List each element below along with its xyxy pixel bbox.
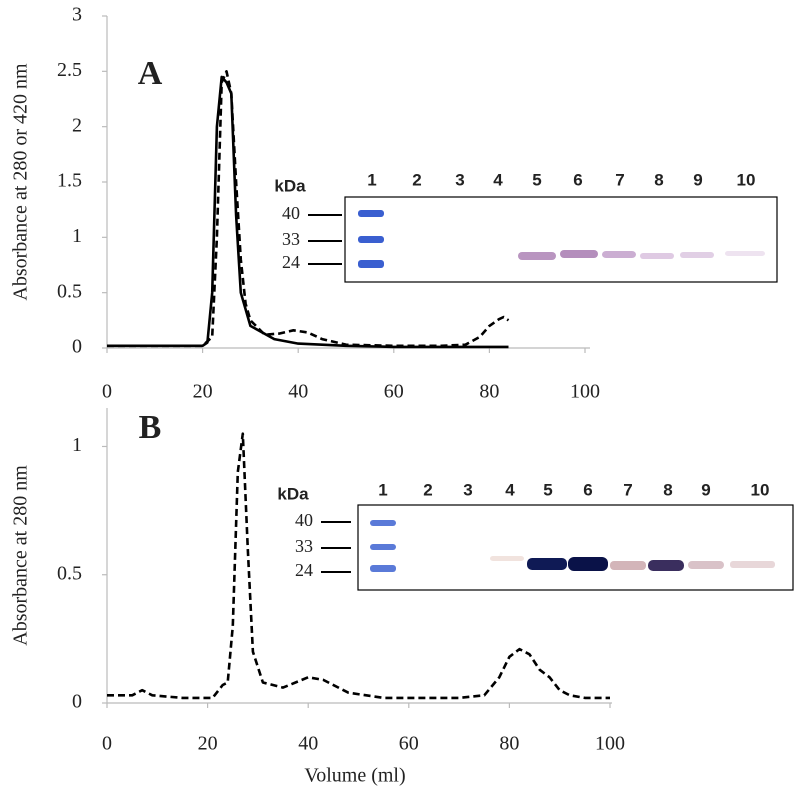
x-tick-label: 80 (479, 381, 499, 403)
x-tick-label: 60 (384, 381, 404, 403)
panel-label: B (139, 409, 162, 446)
gel-marker-label: 40 (282, 203, 300, 223)
x-tick-label: 40 (288, 381, 308, 403)
y-tick-label: 1.5 (57, 170, 82, 192)
gel-marker-label: 40 (295, 510, 313, 530)
data-line (107, 432, 610, 700)
x-tick-label: 20 (198, 733, 218, 755)
x-tick-label: 100 (595, 733, 625, 755)
y-axis-title: Absorbance at 280 nm (10, 465, 32, 646)
x-tick-label: 80 (499, 733, 519, 755)
panel-label: A (138, 55, 163, 92)
y-tick-label: 1 (72, 225, 82, 247)
gel-lane-label: 1 (378, 480, 387, 499)
gel-lane-label: 8 (663, 480, 672, 499)
data-line (107, 70, 510, 348)
gel-lane-label: 7 (615, 170, 624, 189)
x-axis-title: Volume (ml) (304, 765, 405, 787)
gel-lane-label: 6 (573, 170, 582, 189)
x-tick-label: 40 (298, 733, 318, 755)
y-tick-label: 3 (72, 4, 82, 26)
gel-lane-label: 3 (463, 480, 472, 499)
x-tick-label: 0 (102, 733, 112, 755)
gel-lane-label: 10 (737, 170, 756, 189)
gel-lane-label: 1 (367, 170, 376, 189)
gel-unit-label: kDa (274, 176, 306, 195)
gel-lane-label: 10 (751, 480, 770, 499)
y-tick-label: 2.5 (57, 59, 82, 81)
x-tick-label: 20 (193, 381, 213, 403)
gel-lane-label: 8 (654, 170, 663, 189)
gel-lane-label: 4 (493, 170, 503, 189)
x-tick-label: 0 (102, 381, 112, 403)
gel-lane-label: 5 (532, 170, 541, 189)
gel-lane-label: 6 (583, 480, 592, 499)
y-tick-label: 0.5 (57, 280, 82, 302)
y-tick-label: 1 (72, 434, 82, 456)
gel-marker-label: 24 (282, 252, 300, 272)
y-tick-label: 2 (72, 114, 82, 136)
gel-marker-label: 33 (282, 229, 300, 249)
y-tick-label: 0 (72, 336, 82, 358)
gel-marker-label: 24 (295, 560, 313, 580)
gel-lane-label: 2 (423, 480, 432, 499)
gel-lane-label: 5 (543, 480, 552, 499)
y-tick-label: 0 (72, 691, 82, 713)
gel-image (308, 196, 778, 283)
gel-unit-label: kDa (277, 484, 309, 503)
y-axis-title: Absorbance at 280 or 420 nm (10, 63, 32, 301)
gel-lane-label: 9 (701, 480, 710, 499)
gel-marker-label: 33 (295, 536, 313, 556)
gel-image (321, 504, 794, 591)
gel-lane-label: 4 (505, 480, 515, 499)
y-tick-label: 0.5 (57, 562, 82, 584)
gel-lane-label: 2 (412, 170, 421, 189)
x-tick-label: 100 (570, 381, 600, 403)
gel-lane-label: 9 (693, 170, 702, 189)
gel-lane-label: 7 (623, 480, 632, 499)
x-tick-label: 60 (399, 733, 419, 755)
gel-lane-label: 3 (455, 170, 464, 189)
